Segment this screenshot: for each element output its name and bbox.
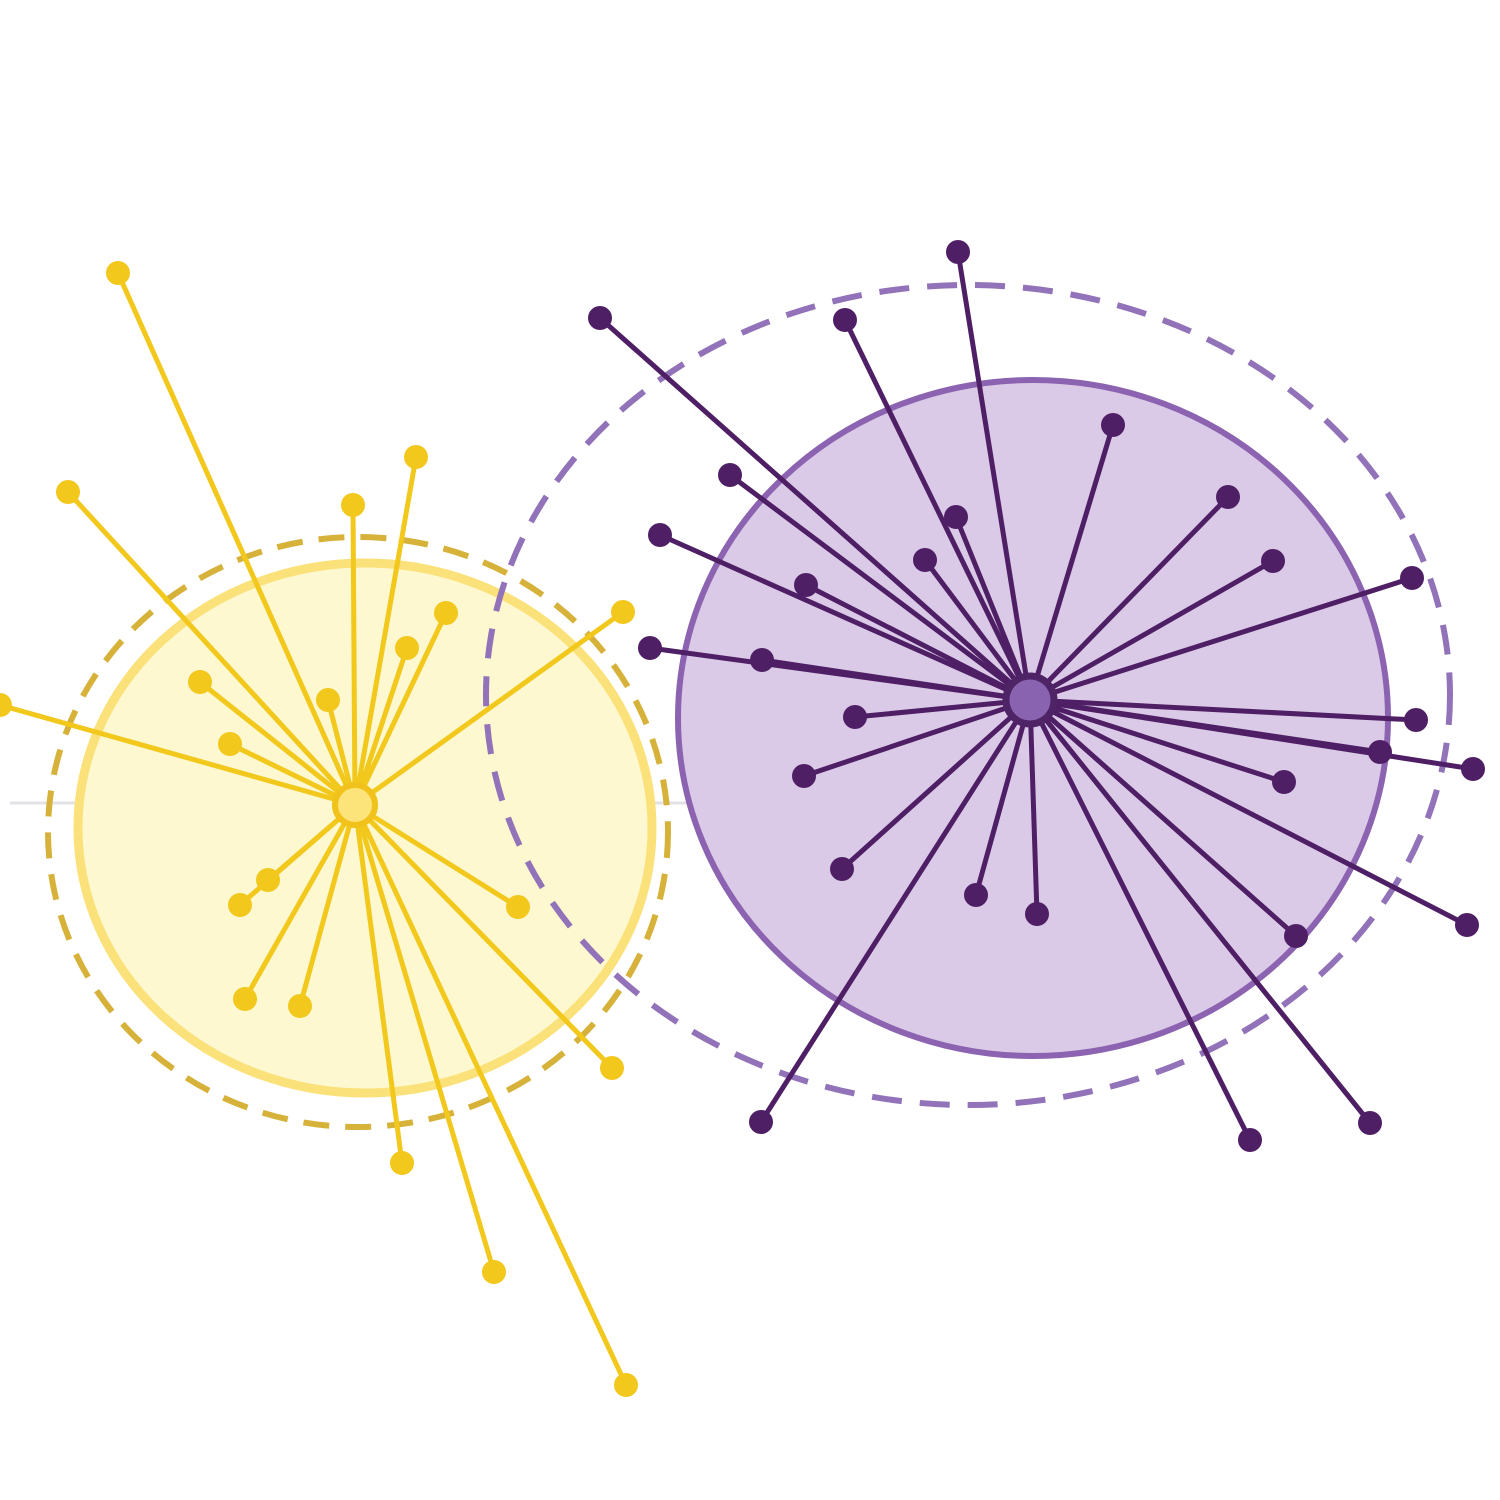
spoke-end <box>228 893 252 917</box>
spoke <box>1027 697 1419 723</box>
spoke-end <box>404 445 428 469</box>
spoke-end <box>1400 566 1424 590</box>
spoke-end <box>1238 1128 1262 1152</box>
spoke-end <box>341 493 365 517</box>
spoke <box>759 657 1033 703</box>
spoke <box>1027 697 1373 1126</box>
spoke-end <box>1404 708 1428 732</box>
spoke-end <box>1025 902 1049 926</box>
spoke-end <box>1358 1111 1382 1135</box>
spoke <box>1027 697 1470 928</box>
spoke <box>1027 494 1231 703</box>
spoke-end <box>390 1151 414 1175</box>
spoke <box>758 697 1033 1125</box>
spoke <box>352 610 449 808</box>
spoke-end <box>794 573 818 597</box>
spoke <box>1027 697 1299 939</box>
spoke-end <box>434 601 458 625</box>
yellow-spokes <box>0 261 638 1397</box>
spoke <box>352 802 615 1071</box>
spoke-end <box>256 868 280 892</box>
spoke <box>842 317 1033 703</box>
spoke-end <box>792 764 816 788</box>
spoke-end <box>233 987 257 1011</box>
spoke-end <box>946 240 970 264</box>
yellow-hub <box>332 782 378 828</box>
spoke-end <box>830 857 854 881</box>
spoke <box>352 802 405 1166</box>
spoke <box>803 582 1033 703</box>
spoke <box>65 489 358 808</box>
spoke-end <box>944 505 968 529</box>
spoke-end <box>1216 485 1240 509</box>
spoke <box>1027 422 1116 703</box>
spoke-end <box>1455 913 1479 937</box>
spoke-end <box>0 693 12 717</box>
spoke-end <box>913 548 937 572</box>
spoke-end <box>1368 740 1392 764</box>
spoke-end <box>750 648 774 672</box>
spoke-end <box>843 705 867 729</box>
spoke <box>352 802 629 1388</box>
spoke-end <box>482 1260 506 1284</box>
spoke <box>839 697 1033 872</box>
spoke <box>1027 697 1287 785</box>
spoke <box>352 454 419 808</box>
spoke <box>1027 697 1253 1143</box>
purple-spokes <box>588 240 1485 1152</box>
spoke <box>352 802 521 910</box>
spoke <box>597 315 1033 703</box>
spoke-end <box>106 261 130 285</box>
spoke-end <box>506 895 530 919</box>
spoke-end <box>718 463 742 487</box>
purple-cluster-boundary <box>483 282 1453 1108</box>
purple-hub <box>1002 672 1058 728</box>
spoke-end <box>648 523 672 547</box>
spoke <box>657 532 1033 703</box>
spoke-end <box>1461 757 1485 781</box>
spoke <box>197 679 358 808</box>
spoke-end <box>288 994 312 1018</box>
spoke-end <box>1272 770 1296 794</box>
spoke-end <box>588 306 612 330</box>
spoke <box>352 609 626 808</box>
spoke <box>242 802 358 1002</box>
spoke-end <box>1261 549 1285 573</box>
spoke-end <box>1284 924 1308 948</box>
spoke <box>352 645 410 808</box>
spoke-end <box>56 480 80 504</box>
spoke <box>1027 697 1383 755</box>
spoke-end <box>749 1110 773 1134</box>
spoke-end <box>188 670 212 694</box>
spoke <box>297 802 358 1009</box>
spoke-end <box>1101 413 1125 437</box>
spoke <box>955 249 1033 703</box>
spoke-end <box>600 1056 624 1080</box>
spoke-end <box>316 688 340 712</box>
spoke <box>1027 575 1415 703</box>
spoke <box>352 802 497 1275</box>
spoke <box>801 697 1033 779</box>
spoke-end <box>395 636 419 660</box>
spoke <box>350 502 358 808</box>
spoke <box>0 702 358 808</box>
spoke <box>1027 558 1276 703</box>
spoke-end <box>614 1373 638 1397</box>
spoke-end <box>833 308 857 332</box>
spoke-end <box>638 636 662 660</box>
spoke-end <box>611 600 635 624</box>
spoke <box>852 697 1033 720</box>
spoke <box>115 270 358 808</box>
spoke <box>953 514 1033 703</box>
spoke <box>922 557 1033 703</box>
spoke <box>727 472 1033 703</box>
spoke-end <box>964 883 988 907</box>
spoke-end <box>218 732 242 756</box>
yellow-cluster-boundary <box>45 534 671 1130</box>
spoke <box>1027 697 1040 917</box>
spoke <box>227 741 358 808</box>
spoke <box>973 697 1033 898</box>
